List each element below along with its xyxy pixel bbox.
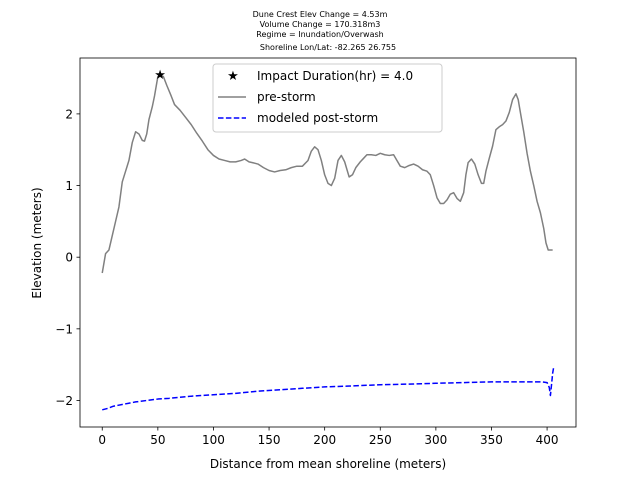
x-tick-label: 50 (150, 433, 165, 447)
series-line-modeled-post-storm (102, 366, 555, 411)
legend-label-pre-storm: pre-storm (257, 90, 316, 104)
y-tick-label: 2 (65, 107, 73, 121)
title-line-2: Volume Change = 170.318m3 (260, 20, 381, 29)
series-line-pre-storm (101, 73, 553, 274)
legend-label-impact-duration: Impact Duration(hr) = 4.0 (257, 69, 413, 83)
x-tick-label: 200 (313, 433, 336, 447)
legend-frame (212, 63, 443, 133)
chart-title: Dune Crest Elev Change = 4.53m Volume Ch… (253, 10, 396, 52)
impact-marker-star: ★ (154, 68, 166, 83)
legend: ★ Impact Duration(hr) = 4.0 pre-storm mo… (212, 63, 443, 133)
axes: 0 50 100 150 200 250 300 350 400 −2 −1 0 1 2 (55, 57, 577, 447)
x-tick-label: 150 (258, 433, 281, 447)
legend-label-post-storm: modeled post-storm (257, 111, 378, 125)
x-tick-label: 0 (98, 433, 106, 447)
axes-frame (79, 57, 577, 428)
title-line-1: Dune Crest Elev Change = 4.53m (253, 10, 388, 19)
x-tick-label: 350 (480, 433, 503, 447)
legend-star-marker: ★ (227, 69, 239, 84)
y-tick-label: 1 (65, 179, 73, 193)
x-tick-label: 250 (369, 433, 392, 447)
y-tick-label: 0 (65, 251, 73, 265)
title-line-3: Regime = Inundation/Overwash (256, 30, 383, 39)
y-axis-label: Elevation (meters) (30, 187, 44, 298)
x-axis-label: Distance from mean shoreline (meters) (210, 457, 446, 471)
y-tick-label: −2 (55, 394, 73, 408)
plot-area: ★ (101, 68, 555, 411)
y-tick-label: −1 (55, 322, 73, 336)
x-tick-label: 400 (536, 433, 559, 447)
title-line-4: Shoreline Lon/Lat: -82.265 26.755 (260, 43, 396, 52)
x-tick-label: 100 (202, 433, 225, 447)
x-tick-label: 300 (424, 433, 447, 447)
